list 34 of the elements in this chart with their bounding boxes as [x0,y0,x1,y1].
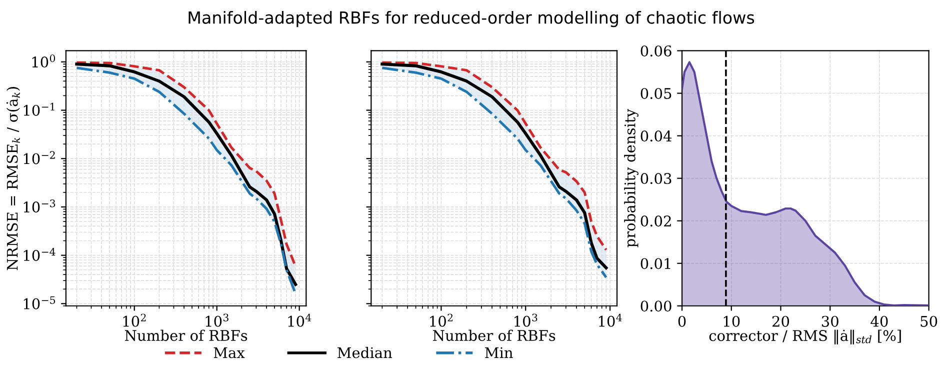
text: Manifold-adapted RBFs for reduced-order modelling of chaotic flows [188,10,754,28]
x-tick-label: 10$^{3}$ [514,314,538,327]
y-tick-label: 0.00 [640,300,672,312]
x-tick-label: 10$^{4}$ [598,314,622,327]
x-tick-label: 10$^{3}$ [206,314,228,327]
x-tick-label: 10 [724,316,740,327]
x-tick-label: 40 [870,316,888,327]
y-tick-label: 0.03 [640,173,672,184]
x-axis-title: Number of RBFs [124,330,248,341]
x-tick-label: 10$^{2}$ [430,314,453,327]
y-axis-title: probability density [624,108,638,248]
y-tick-label: 0.05 [640,88,672,100]
x-tick-label: 50 [920,316,938,327]
y-tick-label: 0.06 [640,45,672,56]
y-tick-label: 10$^{−3}$ [24,200,56,213]
x-tick-label: 10$^{4}$ [288,314,312,327]
y-tick-label: 0.02 [640,216,671,227]
legend-label: Median [338,346,392,358]
legend-label: Min [485,347,513,358]
y-tick-label: 10$^{−5}$ [24,296,56,310]
legend-label: Max [214,347,245,358]
y-tick-label: 10$^{−2}$ [24,151,55,164]
y-tick-label: 0.04 [640,130,672,142]
y-tick-label: 10$^{−4}$ [24,248,56,261]
y-axis-title: NRMSE = RMSE$_{k}$ / σ(ȧ$_{k}$) [6,87,20,270]
y-tick-label: 10$^{−1}$ [24,102,54,116]
x-axis-title: corrector / RMS ‖ȧ‖$_{std}$ [%] [709,330,901,344]
x-tick-label: 0 [678,316,686,327]
y-tick-label: 10$^{0}$ [32,54,56,68]
x-axis-title: Number of RBFs [432,330,556,341]
y-tick-label: 0.01 [640,258,670,270]
x-tick-label: 10$^{2}$ [123,314,146,327]
x-tick-label: 30 [822,316,838,327]
x-tick-label: 20 [772,316,790,327]
